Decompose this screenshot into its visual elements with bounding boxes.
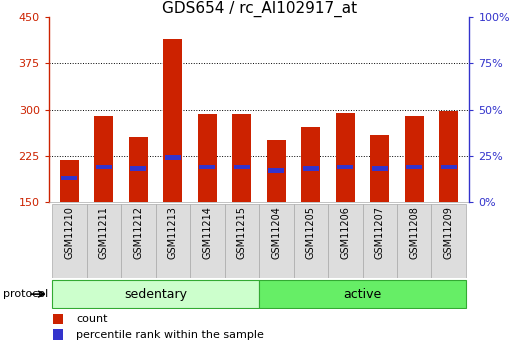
Bar [301,127,320,202]
Bar [363,204,397,278]
Bar [232,115,251,202]
Text: GSM11209: GSM11209 [444,206,453,259]
Bar [267,140,286,202]
Title: GDS654 / rc_AI102917_at: GDS654 / rc_AI102917_at [162,1,357,17]
Bar [259,280,466,308]
Bar [293,204,328,278]
Bar [53,329,64,340]
Bar [234,165,250,169]
Text: GSM11206: GSM11206 [340,206,350,259]
Bar [397,204,431,278]
Bar [87,204,121,278]
Bar [165,155,181,160]
Bar [121,204,155,278]
Bar [190,204,225,278]
Bar [328,204,363,278]
Bar [268,168,284,172]
Bar [94,116,113,202]
Bar [337,165,353,169]
Bar [372,166,388,171]
Bar [129,137,148,202]
Text: GSM11214: GSM11214 [202,206,212,259]
Bar [303,166,319,171]
Bar [62,176,77,180]
Text: GSM11208: GSM11208 [409,206,419,259]
Text: GSM11204: GSM11204 [271,206,281,259]
Bar [431,204,466,278]
Bar [439,111,458,202]
Bar [441,165,457,169]
Bar [336,112,355,202]
Bar [199,165,215,169]
Bar [259,204,293,278]
Bar [155,204,190,278]
Text: percentile rank within the sample: percentile rank within the sample [76,330,264,340]
Text: GSM11212: GSM11212 [133,206,144,259]
Bar [406,165,422,169]
Bar [96,165,112,169]
Text: GSM11210: GSM11210 [65,206,74,259]
Bar [225,204,259,278]
Bar [52,280,259,308]
Text: GSM11207: GSM11207 [374,206,385,259]
Bar [60,160,79,202]
Bar [53,314,64,324]
Text: count: count [76,314,108,324]
Text: protocol: protocol [3,289,48,299]
Bar [163,39,182,202]
Text: GSM11205: GSM11205 [306,206,316,259]
Text: sedentary: sedentary [124,288,187,300]
Bar [198,114,217,202]
Text: GSM11213: GSM11213 [168,206,178,259]
Bar [52,204,87,278]
Text: GSM11215: GSM11215 [237,206,247,259]
Text: GSM11211: GSM11211 [99,206,109,259]
Bar [130,166,146,171]
Text: active: active [343,288,382,300]
Bar [370,135,389,202]
Bar [405,116,424,202]
